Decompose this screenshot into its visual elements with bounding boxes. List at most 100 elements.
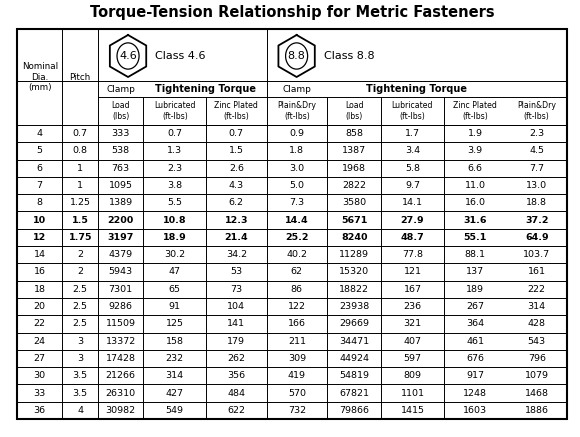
- Text: 1886: 1886: [525, 406, 549, 415]
- Text: 1603: 1603: [463, 406, 487, 415]
- Text: 314: 314: [166, 371, 184, 380]
- Text: 1415: 1415: [400, 406, 425, 415]
- Text: 14: 14: [34, 250, 46, 259]
- Text: Load
(lbs): Load (lbs): [345, 101, 364, 121]
- Text: 33: 33: [34, 388, 46, 398]
- Text: 65: 65: [169, 285, 181, 294]
- Text: Class 8.8: Class 8.8: [324, 51, 374, 61]
- Text: 37.2: 37.2: [525, 215, 549, 225]
- Text: Lubricated
(ft-lbs): Lubricated (ft-lbs): [154, 101, 195, 121]
- Text: Tightening Torque: Tightening Torque: [154, 84, 256, 94]
- Text: 5.8: 5.8: [405, 164, 420, 173]
- Text: 18822: 18822: [339, 285, 369, 294]
- Text: 428: 428: [528, 319, 546, 328]
- Text: 1101: 1101: [400, 388, 425, 398]
- Text: 14.4: 14.4: [285, 215, 309, 225]
- Text: 1.3: 1.3: [167, 146, 182, 156]
- Text: 796: 796: [528, 354, 546, 363]
- Text: 27.9: 27.9: [401, 215, 425, 225]
- Text: 189: 189: [466, 285, 484, 294]
- Text: 2.5: 2.5: [72, 319, 88, 328]
- Text: 25.2: 25.2: [285, 233, 309, 242]
- Text: 13.0: 13.0: [526, 181, 548, 190]
- Text: Lubricated
(ft-lbs): Lubricated (ft-lbs): [392, 101, 433, 121]
- Text: 2.5: 2.5: [72, 285, 88, 294]
- Text: 47: 47: [169, 267, 181, 277]
- Text: 40.2: 40.2: [287, 250, 307, 259]
- Text: 11289: 11289: [339, 250, 369, 259]
- Text: 44924: 44924: [339, 354, 369, 363]
- Text: 18.9: 18.9: [163, 233, 187, 242]
- Text: Tightening Torque: Tightening Torque: [367, 84, 467, 94]
- Text: 858: 858: [345, 129, 363, 138]
- Text: 2.3: 2.3: [529, 129, 544, 138]
- Text: 125: 125: [166, 319, 184, 328]
- Text: Zinc Plated
(ft-lbs): Zinc Plated (ft-lbs): [215, 101, 258, 121]
- Text: 1968: 1968: [342, 164, 366, 173]
- Text: 1.9: 1.9: [467, 129, 483, 138]
- Text: 267: 267: [466, 302, 484, 311]
- Text: 166: 166: [288, 319, 306, 328]
- Text: Zinc Plated
(ft-lbs): Zinc Plated (ft-lbs): [453, 101, 497, 121]
- Text: 121: 121: [404, 267, 422, 277]
- Text: 158: 158: [166, 336, 184, 346]
- Text: Pitch: Pitch: [70, 73, 91, 81]
- Text: 53: 53: [230, 267, 242, 277]
- Text: 484: 484: [227, 388, 245, 398]
- Text: 6: 6: [37, 164, 43, 173]
- Text: Clamp: Clamp: [106, 84, 135, 94]
- Text: 314: 314: [528, 302, 546, 311]
- Text: 3.5: 3.5: [72, 388, 88, 398]
- Text: 211: 211: [288, 336, 306, 346]
- Text: 4.5: 4.5: [529, 146, 544, 156]
- Text: 1079: 1079: [525, 371, 549, 380]
- Text: Plain&Dry
(ft-lbs): Plain&Dry (ft-lbs): [277, 101, 316, 121]
- Text: 14.1: 14.1: [402, 198, 423, 207]
- Text: 122: 122: [288, 302, 306, 311]
- Text: 1.75: 1.75: [68, 233, 92, 242]
- Text: 30.2: 30.2: [164, 250, 186, 259]
- Text: 676: 676: [466, 354, 484, 363]
- Text: 2: 2: [77, 250, 83, 259]
- Text: 3.9: 3.9: [467, 146, 483, 156]
- Text: 20: 20: [34, 302, 46, 311]
- Text: 17428: 17428: [106, 354, 136, 363]
- Text: 4379: 4379: [108, 250, 133, 259]
- Text: 5.0: 5.0: [289, 181, 304, 190]
- Text: 570: 570: [288, 388, 306, 398]
- Text: 26310: 26310: [106, 388, 136, 398]
- Text: 356: 356: [227, 371, 245, 380]
- Text: 9.7: 9.7: [405, 181, 420, 190]
- Text: 22: 22: [34, 319, 46, 328]
- Text: 30982: 30982: [106, 406, 136, 415]
- Text: 7.7: 7.7: [529, 164, 544, 173]
- Ellipse shape: [285, 43, 307, 69]
- Text: Torque-Tension Relationship for Metric Fasteners: Torque-Tension Relationship for Metric F…: [90, 6, 494, 21]
- Text: 48.7: 48.7: [401, 233, 425, 242]
- Text: 8240: 8240: [341, 233, 367, 242]
- Text: 1.7: 1.7: [405, 129, 420, 138]
- Text: 4.6: 4.6: [119, 51, 137, 61]
- Text: 104: 104: [227, 302, 245, 311]
- Text: 29669: 29669: [339, 319, 369, 328]
- Text: 62: 62: [291, 267, 303, 277]
- Text: 461: 461: [466, 336, 484, 346]
- Text: 3580: 3580: [342, 198, 366, 207]
- Text: 18.8: 18.8: [526, 198, 548, 207]
- Text: 1.5: 1.5: [229, 146, 244, 156]
- Text: Plain&Dry
(ft-lbs): Plain&Dry (ft-lbs): [517, 101, 556, 121]
- Text: 5: 5: [37, 146, 43, 156]
- Text: 1468: 1468: [525, 388, 549, 398]
- Text: 3.4: 3.4: [405, 146, 420, 156]
- Text: 13372: 13372: [106, 336, 136, 346]
- Text: 11509: 11509: [106, 319, 136, 328]
- Text: 3.8: 3.8: [167, 181, 182, 190]
- Text: 2.3: 2.3: [167, 164, 182, 173]
- Text: 7301: 7301: [108, 285, 133, 294]
- Text: 0.7: 0.7: [72, 129, 88, 138]
- Text: 622: 622: [227, 406, 245, 415]
- Text: 167: 167: [404, 285, 422, 294]
- Text: 321: 321: [404, 319, 422, 328]
- Text: 64.9: 64.9: [525, 233, 549, 242]
- Text: 732: 732: [288, 406, 306, 415]
